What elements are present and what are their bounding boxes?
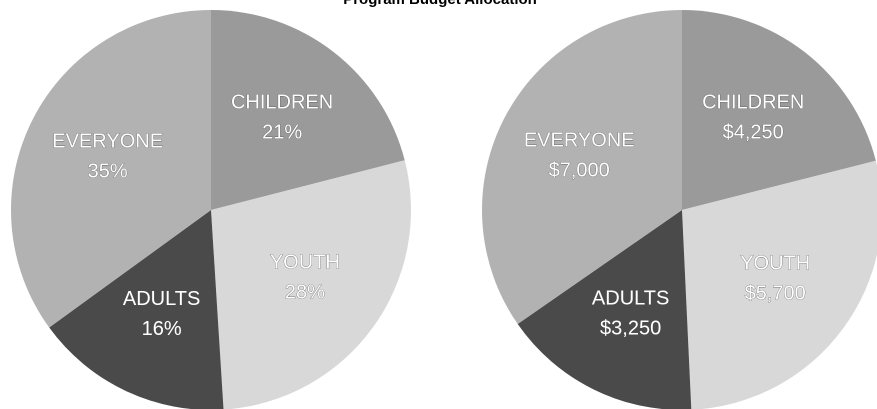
slice-label: CHILDREN — [702, 92, 804, 114]
slice-label: ADULTS — [123, 288, 200, 310]
chart-title: Program Budget Allocation — [343, 0, 537, 8]
slice-label: ADULTS — [592, 287, 669, 309]
slice-value-label: $7,000 — [549, 159, 610, 181]
slice-label: CHILDREN — [231, 92, 333, 114]
pie-slice — [482, 10, 682, 325]
slice-value-label: 35% — [88, 161, 128, 183]
slice-label: YOUTH — [270, 251, 340, 273]
pie-slice — [682, 10, 876, 210]
slice-value-label: $4,250 — [723, 122, 784, 144]
pie-slice — [211, 160, 411, 409]
pie-slice — [211, 10, 405, 210]
pie-slice — [11, 9, 212, 328]
slice-value-label: $5,700 — [745, 282, 806, 304]
slice-value-label: 16% — [142, 318, 182, 340]
pie-slice — [517, 210, 692, 409]
pie-slice — [49, 210, 224, 409]
slice-value-label: 21% — [262, 122, 302, 144]
slice-label: YOUTH — [740, 252, 810, 274]
slice-value-label: $3,250 — [600, 317, 661, 339]
slice-label: EVERYONE — [52, 131, 163, 153]
slice-label: EVERYONE — [524, 129, 635, 151]
pie-slice — [682, 160, 877, 409]
slice-value-label: 28% — [285, 281, 325, 303]
